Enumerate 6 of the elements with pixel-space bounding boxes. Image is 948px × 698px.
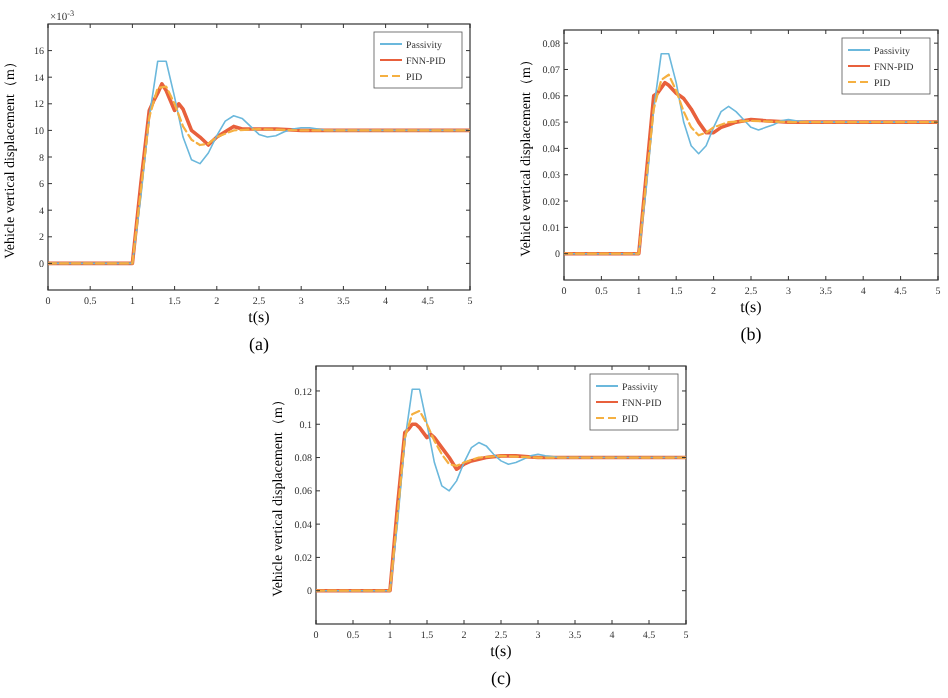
text: (a)	[249, 334, 269, 354]
text: (b)	[740, 324, 762, 344]
text: (c)	[491, 668, 511, 688]
x-axis-title: t(s)	[248, 308, 271, 326]
x-axis-title: t(s)	[740, 298, 763, 316]
x-axis-title: t(s)	[490, 642, 513, 660]
